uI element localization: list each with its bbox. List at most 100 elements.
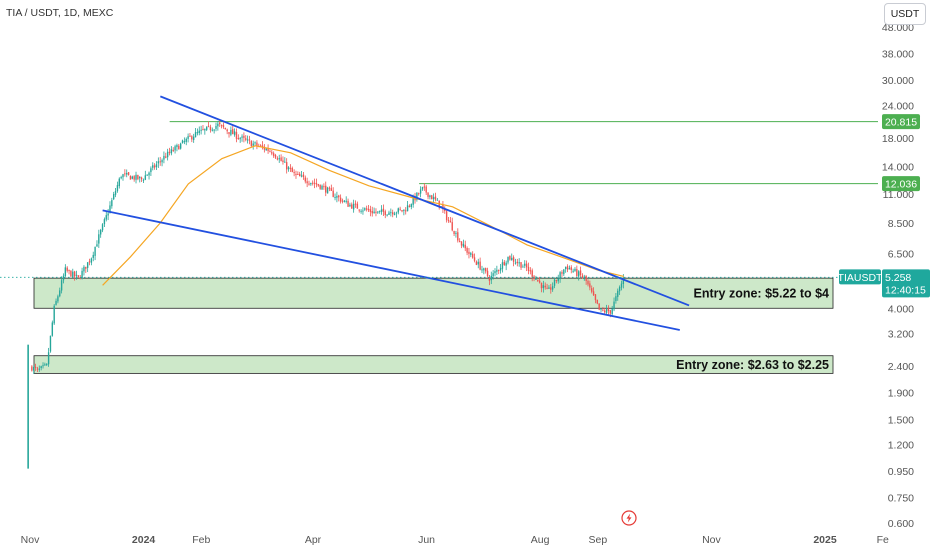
candle: [397, 207, 399, 215]
y-tick-label: 1.900: [888, 388, 914, 400]
candle: [135, 171, 137, 184]
candle: [36, 366, 39, 373]
candle: [86, 262, 89, 273]
candle: [315, 178, 318, 188]
candle: [343, 199, 346, 203]
y-tick-label: 30.000: [882, 75, 914, 87]
candle: [280, 154, 282, 162]
candle: [378, 210, 381, 214]
candle: [444, 206, 446, 214]
candle: [213, 129, 215, 134]
candle: [222, 122, 225, 129]
candle: [334, 193, 336, 201]
candle: [561, 270, 563, 277]
candle: [330, 184, 333, 191]
candle: [295, 170, 297, 179]
candle: [388, 210, 390, 215]
candle: [83, 265, 85, 276]
candle: [600, 307, 602, 313]
candle: [178, 143, 180, 150]
candle: [166, 148, 169, 161]
candle: [42, 362, 44, 369]
candle: [524, 260, 526, 269]
candle: [492, 270, 494, 280]
candle: [261, 141, 264, 150]
candle: [189, 132, 191, 137]
candle: [140, 176, 143, 182]
candle: [360, 209, 362, 214]
candle: [302, 171, 305, 180]
entry-zone[interactable]: [33, 355, 834, 374]
candle: [49, 335, 52, 353]
candle: [410, 203, 413, 210]
candle: [421, 186, 424, 191]
candle: [403, 209, 405, 216]
candle: [522, 264, 524, 268]
y-tick-label: 38.000: [882, 48, 914, 60]
candle: [574, 267, 576, 272]
candle: [392, 209, 394, 218]
candle: [278, 154, 280, 163]
candle: [172, 147, 174, 153]
candle: [604, 307, 606, 315]
candle: [204, 128, 206, 135]
candle: [544, 282, 546, 290]
candle: [362, 207, 364, 215]
candle: [46, 363, 48, 367]
candle: [375, 208, 377, 217]
currency-button[interactable]: USDT: [884, 3, 926, 25]
candle: [198, 126, 200, 136]
candle: [51, 320, 54, 337]
lightning-bolt-icon[interactable]: [621, 510, 637, 526]
candle: [511, 253, 513, 261]
candle: [116, 181, 119, 193]
candle: [438, 200, 440, 210]
candle: [365, 205, 368, 212]
y-tick-label: 3.200: [888, 329, 914, 341]
candle: [317, 183, 320, 187]
entry-zone[interactable]: [33, 277, 834, 309]
y-tick-label: 14.000: [882, 161, 914, 173]
candle: [68, 269, 70, 275]
candle: [602, 307, 604, 312]
candle: [550, 283, 552, 294]
candle: [325, 181, 327, 197]
upper-trendline[interactable]: [159, 95, 690, 307]
candle: [285, 158, 288, 174]
candle: [596, 299, 599, 305]
candle: [405, 207, 407, 215]
candle: [81, 267, 83, 280]
lower-trendline[interactable]: [102, 209, 680, 331]
candle: [55, 298, 57, 306]
candle: [341, 198, 344, 204]
candle: [267, 144, 269, 154]
candle: [293, 169, 295, 177]
candle: [432, 193, 435, 204]
candle: [505, 260, 507, 271]
candle: [220, 124, 223, 129]
candle: [503, 259, 506, 266]
candle: [133, 175, 135, 182]
candle: [551, 282, 554, 292]
y-tick-label: 8.500: [888, 218, 914, 230]
candle: [243, 132, 245, 143]
candle: [228, 132, 230, 138]
candle: [233, 128, 236, 137]
candle: [122, 173, 124, 181]
candle: [237, 134, 240, 140]
candle: [533, 274, 535, 282]
candle: [431, 194, 433, 200]
candle: [72, 268, 74, 278]
moving-average-line[interactable]: [102, 145, 625, 286]
candle: [312, 180, 314, 186]
candle: [605, 304, 608, 316]
candle: [114, 188, 117, 198]
candle: [111, 197, 113, 209]
candle: [44, 362, 46, 366]
candle: [479, 257, 481, 271]
candle: [611, 305, 613, 317]
